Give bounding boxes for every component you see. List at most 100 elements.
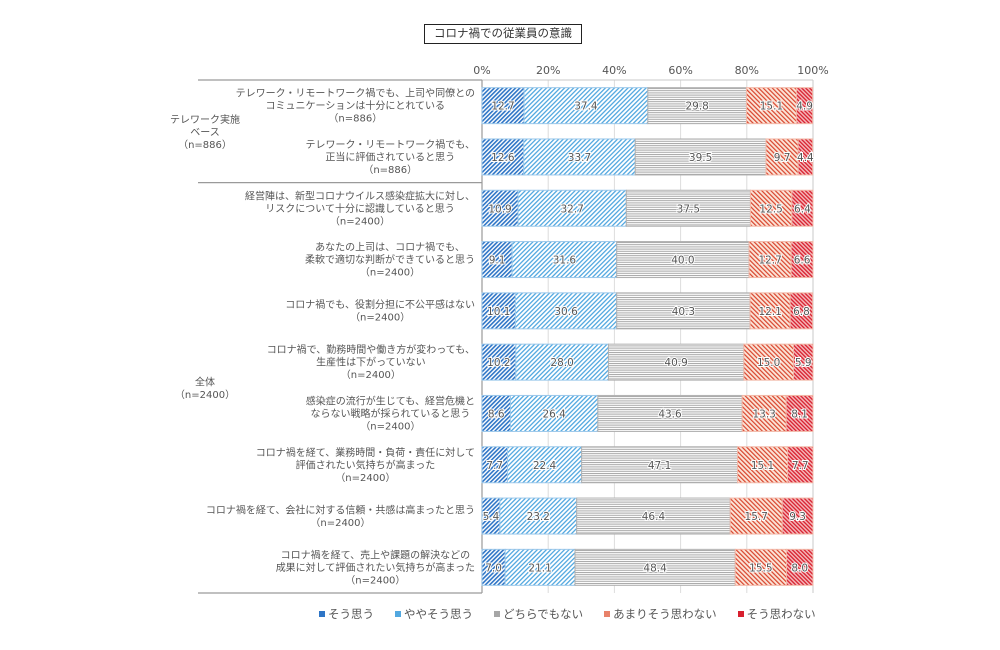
data-label: 5.9: [795, 357, 812, 369]
data-label: 37.4: [574, 101, 598, 113]
bar-row: 7.0 21.1 48.4 15.5 8.0: [481, 548, 814, 586]
bar-segment: [517, 189, 627, 227]
bar-segment: [481, 241, 513, 279]
data-label: 8.1: [791, 408, 808, 420]
category-label: （n=2400）: [310, 517, 370, 529]
category-label: （n=2400）: [350, 312, 410, 324]
legend: そう思う ややそう思う どちらでもない あまりそう思わない そう思わない: [318, 606, 816, 622]
category-label: （n=2400）: [341, 369, 401, 381]
category-label: 正当に評価されていると思う: [325, 150, 455, 163]
category-label: コロナ禍を経て、売上や課題の解決などの: [281, 548, 471, 561]
bar-segment: [786, 548, 814, 586]
bar-segment: [625, 189, 751, 227]
data-label: 33.7: [568, 152, 591, 164]
bar-segment: [790, 241, 814, 279]
data-label: 21.1: [528, 562, 551, 574]
category-label: 生産性は下がっていない: [316, 356, 426, 369]
data-label: 10.9: [488, 203, 511, 215]
group-label: ベース: [190, 126, 220, 138]
data-label: 23.2: [527, 511, 550, 523]
data-label: 7.0: [485, 562, 502, 574]
legend-item: あまりそう思わない: [603, 606, 717, 622]
bars: 12.7 37.4 29.8 15.1 4.9 12.6 33.7 39.5 9.7 4.4 10.…: [481, 87, 815, 586]
bar-segment: [792, 343, 814, 381]
data-label: 30.6: [554, 306, 578, 318]
x-tick-label: 80%: [735, 64, 759, 77]
bar-segment: [797, 138, 814, 176]
bar-segment: [743, 343, 794, 381]
category-label: （n=2400）: [360, 267, 420, 279]
data-label: 28.0: [550, 357, 573, 369]
data-label: 15.1: [751, 460, 774, 472]
bar-segment: [634, 138, 767, 176]
category-label: （n=886）: [328, 113, 382, 125]
bar-row: 5.4 23.2 46.4 15.7 9.3: [481, 497, 814, 535]
data-label: 8.6: [488, 408, 505, 420]
bar-segment: [481, 394, 511, 432]
bar-segment: [523, 138, 636, 176]
bar-segment: [616, 241, 750, 279]
bar-segment: [504, 548, 576, 586]
bar-row: 10.1 30.6 40.3 12.1 6.8: [481, 292, 814, 330]
data-label: 6.6: [794, 255, 811, 267]
bar-segment: [576, 497, 731, 535]
category-label: ならない戦略が採られていると思う: [311, 407, 471, 420]
bar-segment: [791, 189, 814, 227]
data-label: 22.4: [533, 460, 557, 472]
data-label: 7.7: [792, 460, 809, 472]
category-label: 柔軟で適切な判断ができていると思う: [305, 253, 475, 266]
data-label: 15.1: [760, 101, 783, 113]
group-label: （n=886）: [178, 139, 232, 151]
bar-segment: [481, 292, 516, 330]
bar-row: 12.7 37.4 29.8 15.1 4.9: [481, 87, 814, 125]
bar-segment: [789, 292, 814, 330]
group-label: テレワーク実施: [170, 113, 240, 126]
legend-item: どちらでもない: [493, 606, 583, 622]
data-label: 10.2: [487, 357, 510, 369]
data-label: 40.0: [671, 255, 694, 267]
x-tick-label: 60%: [668, 64, 692, 77]
data-label: 37.5: [677, 203, 700, 215]
bar-segment: [734, 548, 788, 586]
data-label: 32.7: [561, 203, 584, 215]
data-label: 12.7: [491, 101, 514, 113]
x-tick-label: 20%: [536, 64, 560, 77]
bar-row: 12.6 33.7 39.5 9.7 4.4: [481, 138, 815, 176]
legend-label: そう思わない: [746, 607, 816, 621]
bar-segment: [749, 189, 793, 227]
bar-segment: [481, 343, 517, 381]
bar-segment: [481, 446, 508, 484]
data-label: 29.8: [685, 101, 708, 113]
x-tick-label: 40%: [602, 64, 626, 77]
legend-label: ややそう思う: [404, 607, 473, 621]
bar-segment: [574, 548, 736, 586]
legend-swatch: [493, 610, 501, 618]
bar-segment: [787, 446, 814, 484]
bar-segment: [506, 446, 583, 484]
bar-segment: [737, 446, 789, 484]
bar-segment: [765, 138, 799, 176]
bar-segment: [729, 497, 783, 535]
data-label: 12.6: [491, 152, 515, 164]
category-label: コロナ禍でも、役割分担に不公平感はない: [285, 298, 475, 311]
legend-label: あまりそう思わない: [613, 607, 717, 621]
category-label: （n=2400）: [330, 215, 390, 227]
data-label: 6.4: [794, 203, 811, 215]
data-label: 47.1: [648, 460, 671, 472]
bar-segment: [795, 87, 814, 125]
legend-item: ややそう思う: [394, 606, 473, 622]
legend-label: どちらでもない: [503, 607, 584, 621]
data-label: 10.1: [487, 306, 510, 318]
bar-segment: [581, 446, 739, 484]
data-label: 5.4: [483, 511, 500, 523]
group-label: （n=2400）: [175, 389, 235, 401]
x-tick-label: 0%: [473, 64, 490, 77]
data-label: 13.3: [752, 408, 775, 420]
legend-swatch: [603, 610, 612, 618]
legend-label: そう思う: [328, 607, 374, 621]
category-label: 経営陣は、新型コロナウイルス感染症拡大に対し、: [245, 189, 475, 202]
bar-row: 7.7 22.4 47.1 15.1 7.7: [481, 446, 814, 484]
data-label: 43.6: [658, 408, 682, 420]
legend-item: そう思う: [318, 606, 374, 622]
